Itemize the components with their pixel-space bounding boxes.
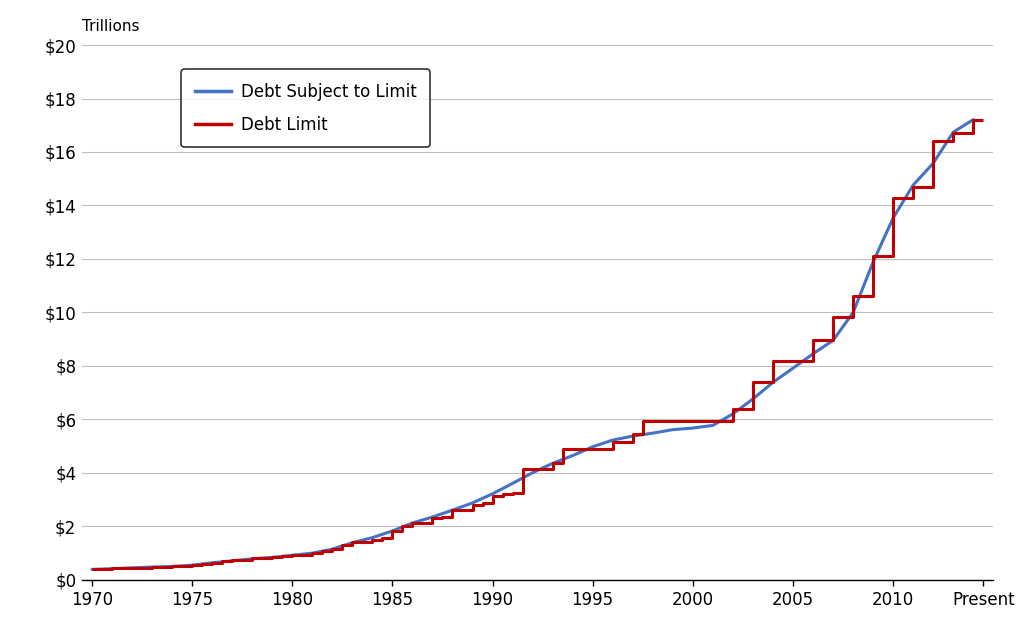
Debt Subject to Limit xyxy=(166,563,178,571)
Debt Limit xyxy=(276,554,289,562)
Debt Subject to Limit xyxy=(346,539,358,547)
Debt Subject to Limit xyxy=(606,436,618,444)
Line: Debt Subject to Limit: Debt Subject to Limit xyxy=(92,120,973,569)
Debt Subject to Limit xyxy=(286,551,298,559)
Debt Subject to Limit xyxy=(246,555,258,563)
Debt Subject to Limit xyxy=(466,499,478,507)
Debt Subject to Limit xyxy=(327,545,339,553)
Debt Subject to Limit xyxy=(486,490,499,498)
Debt Subject to Limit xyxy=(86,565,98,573)
Debt Limit xyxy=(246,556,258,564)
Debt Subject to Limit xyxy=(426,513,438,521)
Debt Limit xyxy=(86,565,98,573)
Debt Subject to Limit xyxy=(907,181,920,189)
Debt Subject to Limit xyxy=(746,395,759,402)
Debt Subject to Limit xyxy=(186,562,199,569)
Debt Subject to Limit xyxy=(887,214,899,222)
Debt Subject to Limit xyxy=(367,534,379,542)
Debt Subject to Limit xyxy=(386,527,398,535)
Text: Trillions: Trillions xyxy=(82,19,139,34)
Debt Subject to Limit xyxy=(306,549,318,557)
Debt Subject to Limit xyxy=(687,424,699,432)
Debt Subject to Limit xyxy=(547,459,559,467)
Debt Subject to Limit xyxy=(847,308,859,316)
Debt Limit xyxy=(927,138,939,146)
Debt Subject to Limit xyxy=(226,557,239,565)
Debt Subject to Limit xyxy=(767,379,779,386)
Debt Subject to Limit xyxy=(627,432,639,440)
Debt Subject to Limit xyxy=(407,519,419,527)
Debt Subject to Limit xyxy=(867,258,880,266)
Debt Limit xyxy=(967,116,979,124)
Debt Subject to Limit xyxy=(446,506,459,514)
Debt Limit xyxy=(977,116,989,124)
Debt Subject to Limit xyxy=(786,365,799,372)
Debt Subject to Limit xyxy=(807,350,819,357)
Debt Subject to Limit xyxy=(927,159,939,167)
Debt Subject to Limit xyxy=(507,480,519,488)
Debt Limit xyxy=(907,194,920,202)
Legend: Debt Subject to Limit, Debt Limit: Debt Subject to Limit, Debt Limit xyxy=(181,70,430,147)
Debt Subject to Limit xyxy=(827,337,840,345)
Debt Subject to Limit xyxy=(967,116,979,124)
Line: Debt Limit: Debt Limit xyxy=(92,120,983,569)
Debt Limit xyxy=(497,492,509,500)
Debt Subject to Limit xyxy=(587,443,599,451)
Debt Subject to Limit xyxy=(126,564,138,572)
Debt Subject to Limit xyxy=(105,565,118,573)
Debt Subject to Limit xyxy=(947,128,959,136)
Debt Subject to Limit xyxy=(727,410,739,418)
Debt Subject to Limit xyxy=(526,469,539,477)
Debt Subject to Limit xyxy=(667,426,679,433)
Debt Subject to Limit xyxy=(266,554,279,562)
Debt Subject to Limit xyxy=(566,451,579,459)
Debt Subject to Limit xyxy=(646,430,658,437)
Debt Subject to Limit xyxy=(707,422,719,430)
Debt Limit xyxy=(446,513,459,520)
Debt Subject to Limit xyxy=(145,563,158,571)
Debt Subject to Limit xyxy=(206,559,218,567)
